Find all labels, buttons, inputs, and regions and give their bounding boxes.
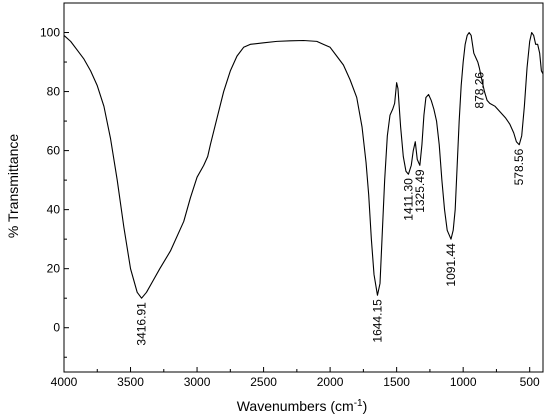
spectrum-line-0 (63, 31, 544, 299)
x-tick-label-2500: 2500 (250, 375, 277, 389)
y-tick-label-100: 100 (40, 26, 60, 40)
peak-label-1091.44: 1091.44 (444, 243, 458, 287)
y-tick-label-20: 20 (47, 262, 61, 276)
peak-label-1644.15: 1644.15 (371, 299, 385, 343)
y-tick-label-40: 40 (47, 203, 61, 217)
x-tick-label-4000: 4000 (51, 375, 78, 389)
x-tick-label-500: 500 (520, 375, 540, 389)
x-tick-label-1000: 1000 (450, 375, 477, 389)
x-axis-title: Wavenumbers (cm-1) (237, 398, 368, 415)
peak-label-578.56: 578.56 (512, 148, 526, 185)
x-tick-label-3000: 3000 (184, 375, 211, 389)
y-tick-label-60: 60 (47, 144, 61, 158)
plot-axes (63, 2, 544, 373)
axis-ticks: 4000 3500 3000 2500 2000 1500 1000 500 0 20 40 60 80… (40, 2, 540, 389)
y-tick-label-0: 0 (53, 321, 60, 335)
peak-label-878.26: 878.26 (472, 72, 486, 109)
series-layer (63, 31, 544, 299)
y-axis-title: % Transmittance (5, 134, 21, 238)
x-tick-label-1500: 1500 (383, 375, 410, 389)
peak-label-3416.91: 3416.91 (135, 302, 149, 346)
x-tick-label-3500: 3500 (117, 375, 144, 389)
x-tick-label-2000: 2000 (317, 375, 344, 389)
y-tick-label-80: 80 (47, 85, 61, 99)
peak-label-1411.30: 1411.30 (401, 178, 415, 221)
peak-label-1325.49: 1325.49 (413, 169, 427, 213)
plot-frame (63, 2, 544, 373)
